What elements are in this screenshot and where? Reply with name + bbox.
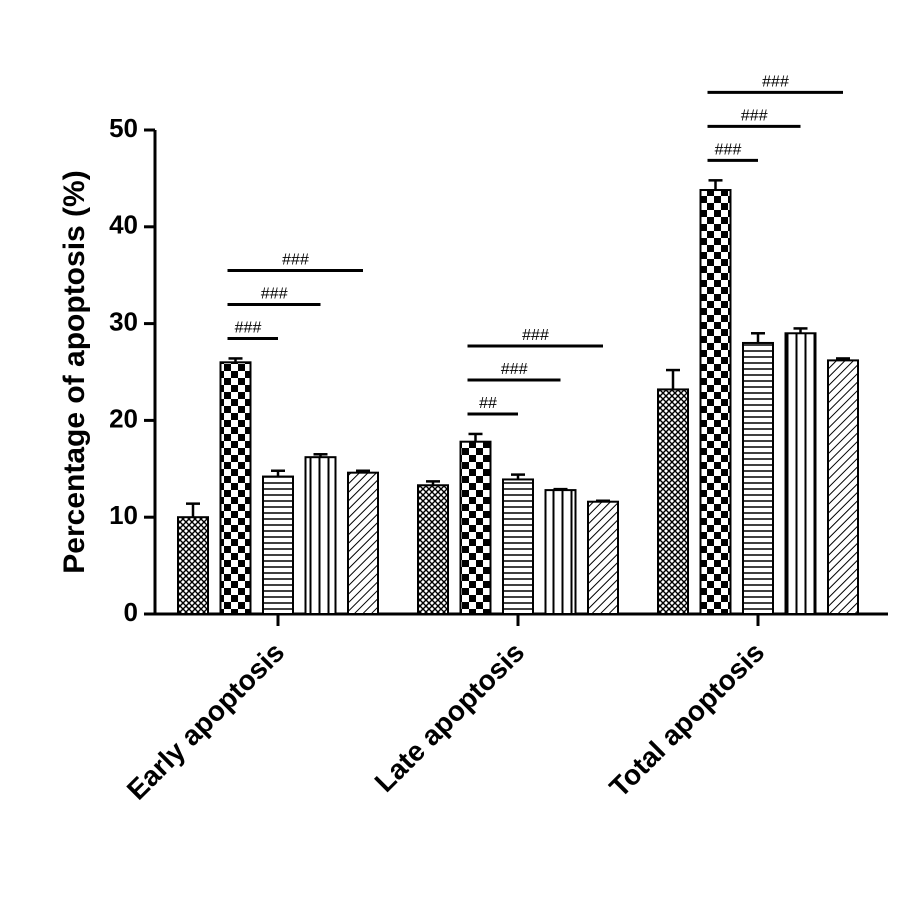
x-tick-label: Early apoptosis bbox=[121, 636, 290, 805]
bar bbox=[701, 190, 731, 614]
y-tick-label: 30 bbox=[109, 306, 138, 336]
significance-label: ### bbox=[261, 285, 289, 302]
bar bbox=[418, 485, 448, 614]
error-bar bbox=[666, 370, 680, 389]
bar bbox=[178, 517, 208, 614]
significance-label: ## bbox=[479, 395, 498, 412]
significance-label: ### bbox=[762, 73, 790, 90]
x-tick-label: Late apoptosis bbox=[369, 636, 531, 798]
bar bbox=[828, 360, 858, 614]
bar bbox=[546, 490, 576, 614]
y-axis-label: Percentage of apoptosis (%) bbox=[58, 170, 91, 573]
error-bar bbox=[709, 180, 723, 190]
x-tick-label: Total apoptosis bbox=[603, 636, 770, 803]
bar bbox=[461, 442, 491, 614]
bar bbox=[263, 477, 293, 614]
bar bbox=[786, 333, 816, 614]
bar bbox=[588, 502, 618, 614]
y-tick-label: 50 bbox=[109, 113, 138, 143]
error-bar bbox=[469, 434, 483, 442]
error-bar bbox=[596, 501, 610, 502]
error-bar bbox=[186, 504, 200, 518]
bar bbox=[658, 389, 688, 614]
significance-label: ### bbox=[234, 319, 262, 336]
significance-label: ### bbox=[522, 327, 550, 344]
error-bar bbox=[554, 489, 568, 490]
bar bbox=[348, 473, 378, 614]
y-tick-label: 0 bbox=[124, 597, 138, 627]
bar bbox=[221, 362, 251, 614]
y-tick-label: 20 bbox=[109, 403, 138, 433]
bar bbox=[306, 457, 336, 614]
bar bbox=[503, 479, 533, 614]
significance-label: ### bbox=[282, 251, 310, 268]
error-bar bbox=[751, 333, 765, 343]
significance-label: ### bbox=[714, 141, 742, 158]
bar bbox=[743, 343, 773, 614]
significance-label: ### bbox=[501, 361, 529, 378]
y-tick-label: 40 bbox=[109, 210, 138, 240]
significance-label: ### bbox=[741, 107, 769, 124]
y-tick-label: 10 bbox=[109, 500, 138, 530]
